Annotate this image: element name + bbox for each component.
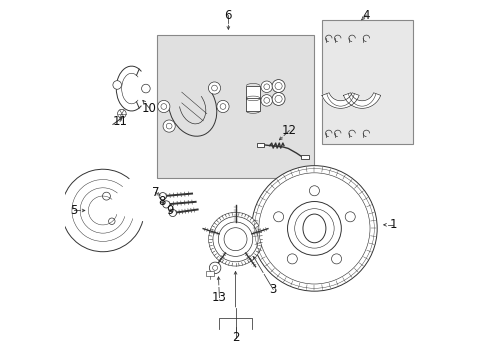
Bar — [301, 155, 308, 159]
Circle shape — [169, 210, 176, 217]
Text: 7: 7 — [151, 186, 159, 199]
Circle shape — [331, 254, 341, 264]
Bar — [246, 98, 260, 111]
Text: 4: 4 — [362, 9, 369, 22]
Text: 2: 2 — [231, 331, 239, 344]
Circle shape — [261, 81, 272, 93]
Bar — [321, 21, 412, 144]
Bar — [156, 35, 314, 178]
Text: 8: 8 — [158, 195, 165, 208]
Circle shape — [287, 202, 341, 255]
Text: 6: 6 — [224, 9, 232, 22]
Text: 10: 10 — [142, 102, 157, 115]
Circle shape — [117, 109, 126, 118]
Circle shape — [258, 173, 369, 284]
Polygon shape — [343, 93, 380, 108]
Circle shape — [273, 212, 283, 222]
Text: 1: 1 — [389, 218, 396, 231]
Circle shape — [286, 254, 297, 264]
Text: 9: 9 — [166, 204, 173, 217]
Circle shape — [271, 80, 285, 93]
Circle shape — [158, 100, 169, 113]
Text: 5: 5 — [70, 204, 78, 217]
Circle shape — [113, 81, 121, 89]
Bar — [257, 143, 263, 147]
Circle shape — [142, 84, 150, 93]
Bar — [246, 86, 260, 99]
Text: 13: 13 — [211, 291, 226, 304]
Circle shape — [209, 262, 221, 274]
Circle shape — [251, 166, 376, 291]
Polygon shape — [321, 93, 359, 108]
Circle shape — [208, 82, 220, 94]
Circle shape — [345, 212, 355, 222]
Circle shape — [309, 186, 319, 196]
Circle shape — [208, 212, 262, 266]
Circle shape — [261, 95, 272, 106]
Ellipse shape — [303, 214, 325, 243]
Circle shape — [163, 120, 175, 132]
Bar — [206, 271, 214, 276]
Circle shape — [159, 193, 166, 200]
Circle shape — [217, 100, 228, 113]
Circle shape — [271, 93, 285, 105]
Text: 11: 11 — [112, 115, 127, 128]
Text: 12: 12 — [281, 124, 296, 137]
Text: 3: 3 — [269, 283, 276, 296]
Circle shape — [163, 201, 169, 208]
